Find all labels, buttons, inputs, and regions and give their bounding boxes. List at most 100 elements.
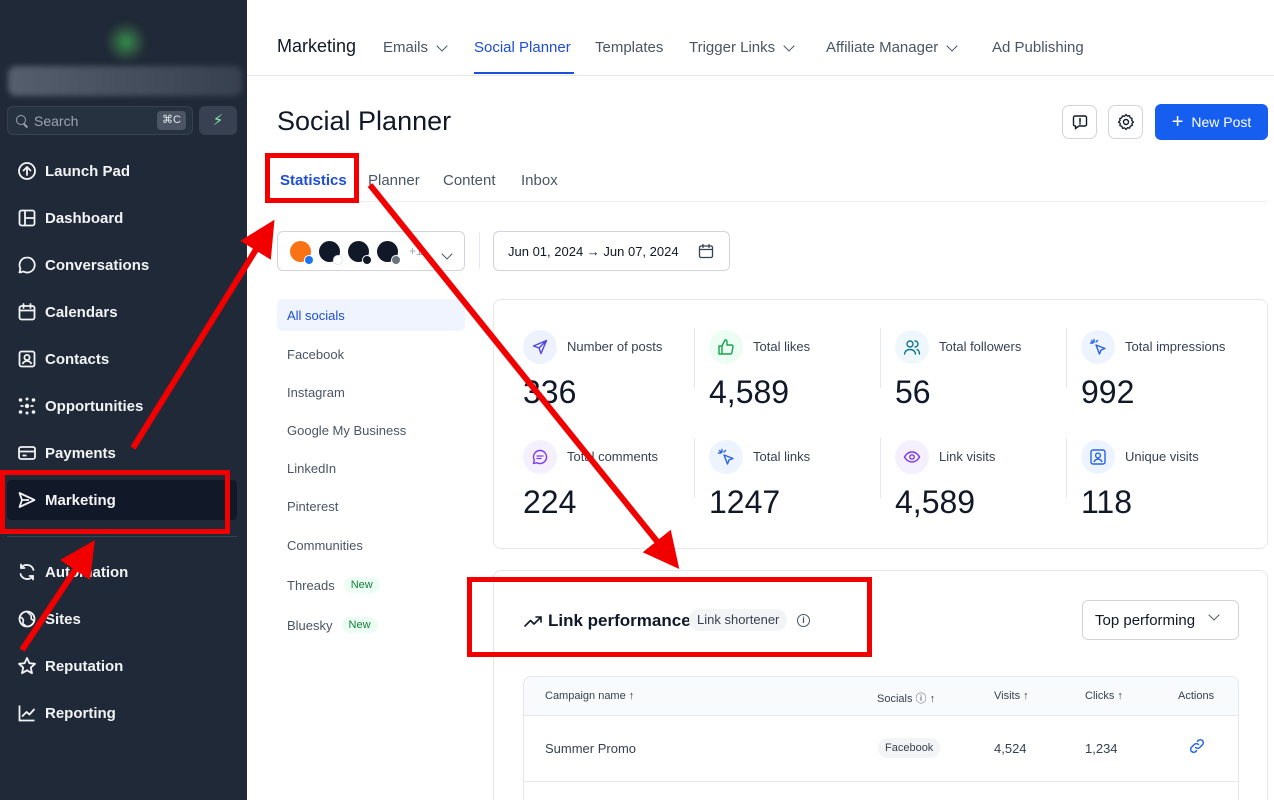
sidebar: Search ⌘C ⚡ Launch Pad Dashboard Convers… (0, 0, 247, 800)
google-account-avatar (319, 241, 343, 265)
brand-logo (106, 22, 146, 62)
card-icon (17, 443, 37, 463)
performance-sort-select[interactable]: Top performing (1082, 600, 1239, 640)
tab-content[interactable]: Content (443, 172, 496, 189)
sidebar-item-automation[interactable]: Automation (0, 552, 247, 592)
tab-planner[interactable]: Planner (368, 172, 420, 189)
page-title: Social Planner (277, 106, 452, 136)
calendar-icon (698, 243, 714, 259)
social-filter-facebook[interactable]: Facebook (277, 338, 465, 370)
table-header: Campaign name ↑ Socials ⓘ ↑ Visits ↑ Cli… (524, 677, 1238, 716)
nav-affiliate-manager[interactable]: Affiliate Manager (826, 39, 958, 56)
sidebar-item-opportunities[interactable]: Opportunities (0, 386, 247, 426)
subtabs-divider (277, 201, 1267, 202)
social-filter-communities[interactable]: Communities (277, 529, 465, 561)
date-range-value: Jun 01, 2024 → Jun 07, 2024 (508, 243, 679, 259)
send-icon (523, 330, 557, 364)
column-socials[interactable]: Socials ⓘ ↑ (877, 690, 935, 706)
social-filter-all[interactable]: All socials (277, 299, 465, 331)
social-filter-label: Google My Business (287, 422, 407, 438)
trending-up-icon (524, 616, 542, 627)
copy-link-button[interactable] (1188, 737, 1206, 758)
chevron-down-icon (783, 39, 795, 52)
date-range-picker[interactable]: Jun 01, 2024 → Jun 07, 2024 (493, 231, 730, 271)
plus-icon: + (1171, 111, 1184, 133)
social-filter-google-my-business[interactable]: Google My Business (277, 414, 465, 446)
row-divider (524, 781, 1238, 782)
social-filter-bluesky[interactable]: Bluesky New (277, 609, 465, 641)
sidebar-item-label: Dashboard (45, 209, 124, 227)
column-clicks[interactable]: Clicks ↑ (1085, 690, 1123, 702)
new-badge: New (343, 577, 380, 593)
column-campaign-name[interactable]: Campaign name ↑ (545, 690, 634, 702)
search-input[interactable]: Search ⌘C (7, 106, 193, 135)
nav-ad-publishing[interactable]: Ad Publishing (992, 39, 1084, 56)
feedback-button[interactable] (1062, 105, 1097, 139)
social-filter-linkedin[interactable]: LinkedIn (277, 452, 465, 484)
social-filter-label: Bluesky (287, 617, 333, 633)
link-performance-title: Link performance (524, 611, 691, 631)
social-filter-pinterest[interactable]: Pinterest (277, 490, 465, 522)
social-account-picker[interactable]: +1 (277, 231, 465, 271)
brand-name-blurred (8, 66, 242, 96)
instagram-icon (362, 255, 372, 265)
social-filter-label: Facebook (287, 346, 345, 362)
click-icon (709, 440, 743, 474)
sidebar-item-label: Contacts (45, 350, 110, 368)
sidebar-item-label: Conversations (45, 256, 150, 274)
comment-icon (523, 440, 557, 474)
stat-divider (1066, 328, 1067, 388)
sidebar-item-contacts[interactable]: Contacts (0, 339, 247, 379)
stat-label: Total comments (567, 449, 659, 464)
quick-action-button[interactable]: ⚡ (199, 106, 237, 135)
sort-arrow-icon: ↑ (1023, 690, 1029, 702)
social-filter-instagram[interactable]: Instagram (277, 376, 465, 408)
settings-button[interactable] (1108, 105, 1143, 139)
social-filter-label: Communities (287, 537, 363, 553)
link-performance-table: Campaign name ↑ Socials ⓘ ↑ Visits ↑ Cli… (523, 676, 1239, 800)
column-label: Socials (877, 693, 913, 705)
nav-trigger-links[interactable]: Trigger Links (689, 39, 795, 56)
sidebar-item-marketing[interactable]: Marketing (7, 480, 237, 520)
stat-value: 4,589 (709, 374, 790, 410)
brand-area[interactable] (6, 8, 244, 98)
sidebar-item-conversations[interactable]: Conversations (0, 245, 247, 285)
globe-icon (17, 609, 37, 629)
social-filter-label: LinkedIn (287, 460, 337, 476)
stat-value: 992 (1081, 374, 1135, 410)
chevron-down-icon (1208, 609, 1220, 621)
sidebar-item-payments[interactable]: Payments (0, 433, 247, 473)
layout-icon (17, 208, 37, 228)
new-post-button[interactable]: + New Post (1155, 104, 1268, 140)
sidebar-item-reporting[interactable]: Reporting (0, 693, 247, 733)
sort-arrow-icon: ↑ (628, 690, 635, 702)
tab-statistics[interactable]: Statistics (280, 172, 347, 189)
sidebar-item-calendars[interactable]: Calendars (0, 292, 247, 332)
stat-value: 56 (895, 374, 931, 410)
tab-inbox[interactable]: Inbox (521, 172, 558, 189)
users-icon (895, 330, 929, 364)
nav-social-planner[interactable]: Social Planner (474, 39, 571, 56)
stat-divider (1066, 438, 1067, 498)
active-tab-underline (474, 72, 574, 74)
social-tag: Facebook (878, 738, 941, 758)
nav-templates[interactable]: Templates (595, 39, 663, 56)
refresh-icon (17, 562, 37, 582)
sidebar-item-label: Marketing (45, 491, 116, 509)
section-title: Marketing (277, 36, 357, 56)
eye-icon (895, 440, 929, 474)
chevron-down-icon (946, 39, 958, 52)
sort-select-value: Top performing (1095, 611, 1196, 629)
annotation-box-link-performance (467, 577, 872, 657)
sidebar-item-label: Reporting (45, 704, 116, 722)
sidebar-item-sites[interactable]: Sites (0, 599, 247, 639)
sidebar-item-reputation[interactable]: Reputation (0, 646, 247, 686)
nav-emails[interactable]: Emails (383, 39, 448, 56)
column-visits[interactable]: Visits ↑ (994, 690, 1029, 702)
google-icon (333, 255, 343, 265)
more-accounts-count: +1 (409, 244, 423, 258)
social-filter-threads[interactable]: Threads New (277, 569, 465, 601)
info-icon[interactable]: i (797, 614, 810, 627)
sidebar-item-dashboard[interactable]: Dashboard (0, 198, 247, 238)
sidebar-item-launch-pad[interactable]: Launch Pad (0, 151, 247, 191)
